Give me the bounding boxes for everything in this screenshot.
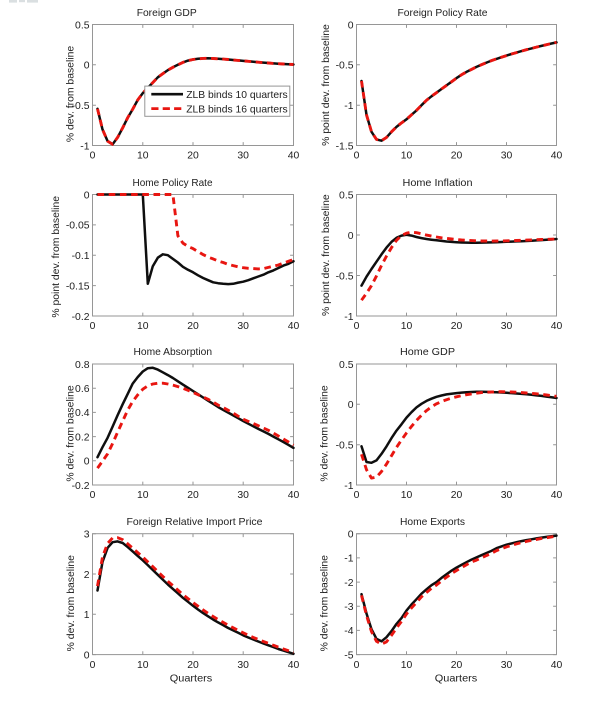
svg-text:40: 40 (288, 660, 300, 671)
svg-text:30: 30 (237, 321, 249, 332)
svg-text:-1: -1 (344, 312, 353, 323)
svg-text:40: 40 (551, 151, 563, 162)
svg-text:Home GDP: Home GDP (400, 347, 455, 358)
svg-text:20: 20 (451, 660, 463, 671)
svg-text:-0.5: -0.5 (336, 271, 354, 282)
svg-text:40: 40 (288, 151, 300, 162)
svg-text:% dev. from baseline: % dev. from baseline (320, 555, 331, 651)
svg-text:-0.2: -0.2 (72, 481, 90, 492)
svg-text:% point dev. from baseline: % point dev. from baseline (321, 24, 332, 146)
svg-text:0: 0 (354, 660, 360, 671)
svg-text:Home Inflation: Home Inflation (403, 178, 473, 189)
svg-text:40: 40 (551, 490, 563, 501)
svg-text:10: 10 (137, 151, 149, 162)
svg-text:2: 2 (84, 570, 90, 581)
svg-text:0: 0 (90, 490, 96, 501)
svg-text:-0.05: -0.05 (66, 221, 90, 232)
svg-text:0: 0 (90, 321, 96, 332)
svg-text:-4: -4 (344, 626, 353, 637)
svg-text:ZLB binds 10 quarters: ZLB binds 10 quarters (186, 90, 288, 101)
svg-text:-0.5: -0.5 (336, 441, 354, 452)
svg-text:% point dev. from baseline: % point dev. from baseline (51, 196, 62, 318)
svg-text:0: 0 (354, 321, 360, 332)
svg-text:3: 3 (84, 530, 90, 541)
svg-text:-1: -1 (344, 554, 353, 565)
svg-text:0: 0 (84, 457, 90, 468)
svg-text:20: 20 (187, 490, 199, 501)
svg-text:ZLB binds 16 quarters: ZLB binds 16 quarters (186, 104, 288, 115)
svg-text:-5: -5 (344, 650, 353, 661)
svg-text:% point dev. from baseline: % point dev. from baseline (321, 194, 332, 316)
svg-text:20: 20 (187, 321, 199, 332)
svg-text:20: 20 (451, 321, 463, 332)
svg-text:0: 0 (84, 190, 90, 201)
svg-text:10: 10 (137, 660, 149, 671)
svg-text:0: 0 (354, 490, 360, 501)
svg-text:-0.15: -0.15 (66, 281, 90, 292)
svg-text:0.2: 0.2 (75, 432, 90, 443)
svg-text:-0.5: -0.5 (72, 101, 90, 112)
svg-text:30: 30 (237, 490, 249, 501)
svg-text:% dev. from baseline: % dev. from baseline (320, 385, 331, 481)
svg-text:% dev. from baseline: % dev. from baseline (66, 385, 77, 481)
svg-text:0.5: 0.5 (75, 20, 90, 31)
svg-text:Home Policy Rate: Home Policy Rate (133, 178, 213, 189)
svg-text:-1: -1 (344, 101, 353, 112)
svg-text:0: 0 (348, 20, 354, 31)
svg-text:0.4: 0.4 (75, 408, 90, 419)
svg-text:40: 40 (288, 321, 300, 332)
svg-text:30: 30 (501, 321, 513, 332)
svg-text:-1: -1 (80, 141, 89, 152)
svg-text:10: 10 (137, 490, 149, 501)
svg-text:20: 20 (187, 151, 199, 162)
svg-text:30: 30 (501, 151, 513, 162)
svg-text:-1.5: -1.5 (336, 141, 354, 152)
svg-text:Quarters: Quarters (170, 674, 213, 685)
svg-text:0: 0 (348, 530, 354, 541)
svg-text:-1: -1 (344, 481, 353, 492)
svg-text:Foreign Policy Rate: Foreign Policy Rate (398, 8, 488, 19)
svg-text:0.8: 0.8 (75, 360, 90, 371)
svg-text:20: 20 (187, 660, 199, 671)
svg-text:10: 10 (401, 660, 413, 671)
svg-text:30: 30 (501, 490, 513, 501)
svg-text:0.5: 0.5 (339, 190, 354, 201)
svg-text:10: 10 (401, 490, 413, 501)
svg-text:1: 1 (84, 610, 90, 621)
svg-text:Home Absorption: Home Absorption (134, 347, 213, 358)
svg-text:-0.2: -0.2 (72, 312, 90, 323)
svg-text:40: 40 (551, 660, 563, 671)
svg-text:% dev. from baseline: % dev. from baseline (66, 46, 77, 142)
svg-text:0.6: 0.6 (75, 384, 90, 395)
svg-text:40: 40 (288, 490, 300, 501)
svg-text:0: 0 (90, 151, 96, 162)
svg-text:30: 30 (237, 660, 249, 671)
svg-text:Foreign Relative Import Price: Foreign Relative Import Price (127, 517, 263, 528)
svg-text:40: 40 (551, 321, 563, 332)
svg-text:-0.5: -0.5 (336, 61, 354, 72)
svg-text:10: 10 (137, 321, 149, 332)
svg-text:0: 0 (348, 400, 354, 411)
svg-text:0: 0 (84, 650, 90, 661)
svg-text:Quarters: Quarters (435, 674, 478, 685)
svg-text:Foreign GDP: Foreign GDP (137, 8, 197, 19)
svg-text:0: 0 (354, 151, 360, 162)
svg-text:20: 20 (451, 151, 463, 162)
svg-text:0: 0 (348, 231, 354, 242)
svg-text:0.5: 0.5 (339, 360, 354, 371)
svg-text:0: 0 (90, 660, 96, 671)
svg-text:10: 10 (401, 151, 413, 162)
svg-text:10: 10 (401, 321, 413, 332)
svg-text:20: 20 (451, 490, 463, 501)
svg-text:30: 30 (501, 660, 513, 671)
svg-text:0: 0 (84, 61, 90, 72)
svg-text:-2: -2 (344, 578, 353, 589)
svg-text:-0.1: -0.1 (72, 251, 90, 262)
svg-text:% dev. from baseline: % dev. from baseline (66, 555, 77, 651)
svg-text:-3: -3 (344, 602, 353, 613)
svg-text:Home Exports: Home Exports (400, 517, 465, 528)
svg-text:30: 30 (237, 151, 249, 162)
